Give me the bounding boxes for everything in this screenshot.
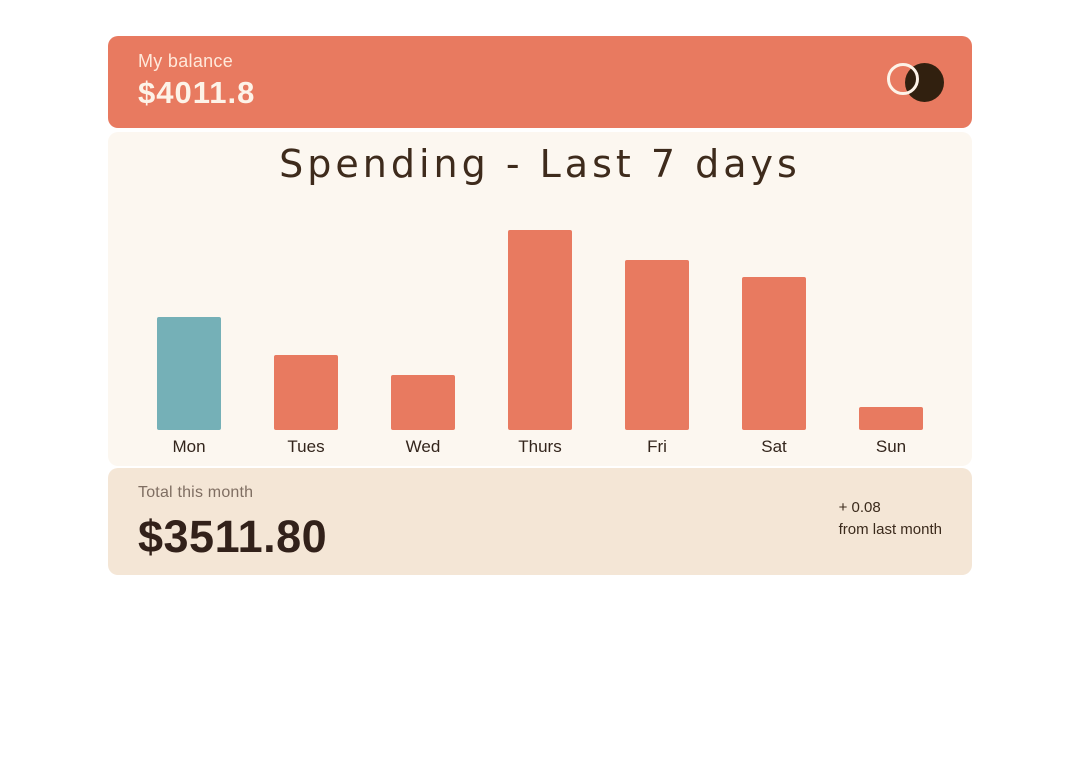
spending-chart-panel: Spending - Last 7 days Mon Tues Wed Thurs Fr… bbox=[108, 132, 972, 466]
bar-column-fri: Fri bbox=[625, 220, 689, 456]
bar-column-mon: Mon bbox=[157, 220, 221, 456]
total-label: Total this month bbox=[138, 484, 254, 501]
bar-fri[interactable] bbox=[625, 260, 689, 430]
bar-column-wed: Wed bbox=[391, 220, 455, 456]
balance-header: My balance $4011.8 bbox=[108, 36, 972, 128]
expenses-card: My balance $4011.8 Spending - Last 7 day… bbox=[108, 36, 972, 575]
delta-caption: from last month bbox=[838, 521, 942, 538]
bar-label-thurs: Thurs bbox=[518, 437, 562, 456]
delta-value: + 0.08 bbox=[838, 499, 881, 516]
balance-amount: $4011.8 bbox=[138, 75, 256, 110]
total-delta-block: + 0.08 from last month bbox=[839, 468, 942, 575]
bar-column-thurs: Thurs bbox=[508, 220, 572, 456]
bar-chart: Mon Tues Wed Thurs Fri Sat Sun bbox=[157, 220, 923, 456]
bar-label-fri: Fri bbox=[647, 437, 667, 456]
bar-sat[interactable] bbox=[742, 277, 806, 430]
logo-outline-circle bbox=[887, 63, 919, 95]
overlapping-circles-logo-icon bbox=[887, 63, 944, 102]
bar-column-sun: Sun bbox=[859, 220, 923, 456]
total-left: Total this month $3511.80 bbox=[138, 468, 327, 575]
bar-label-sat: Sat bbox=[761, 437, 787, 456]
bar-mon[interactable] bbox=[157, 317, 221, 430]
chart-title: Spending - Last 7 days bbox=[279, 142, 801, 186]
balance-label: My balance bbox=[138, 51, 234, 71]
bar-wed[interactable] bbox=[391, 375, 455, 430]
bar-sun[interactable] bbox=[859, 407, 923, 430]
bar-column-tues: Tues bbox=[274, 220, 338, 456]
bar-label-mon: Mon bbox=[172, 437, 206, 456]
bar-label-tues: Tues bbox=[287, 437, 325, 456]
bar-thurs[interactable] bbox=[508, 230, 572, 430]
bar-column-sat: Sat bbox=[742, 220, 806, 456]
total-amount: $3511.80 bbox=[138, 511, 328, 562]
bar-tues[interactable] bbox=[274, 355, 338, 430]
total-panel: Total this month $3511.80 + 0.08 from la… bbox=[108, 468, 972, 575]
bar-label-wed: Wed bbox=[405, 437, 441, 456]
bar-label-sun: Sun bbox=[875, 437, 907, 456]
